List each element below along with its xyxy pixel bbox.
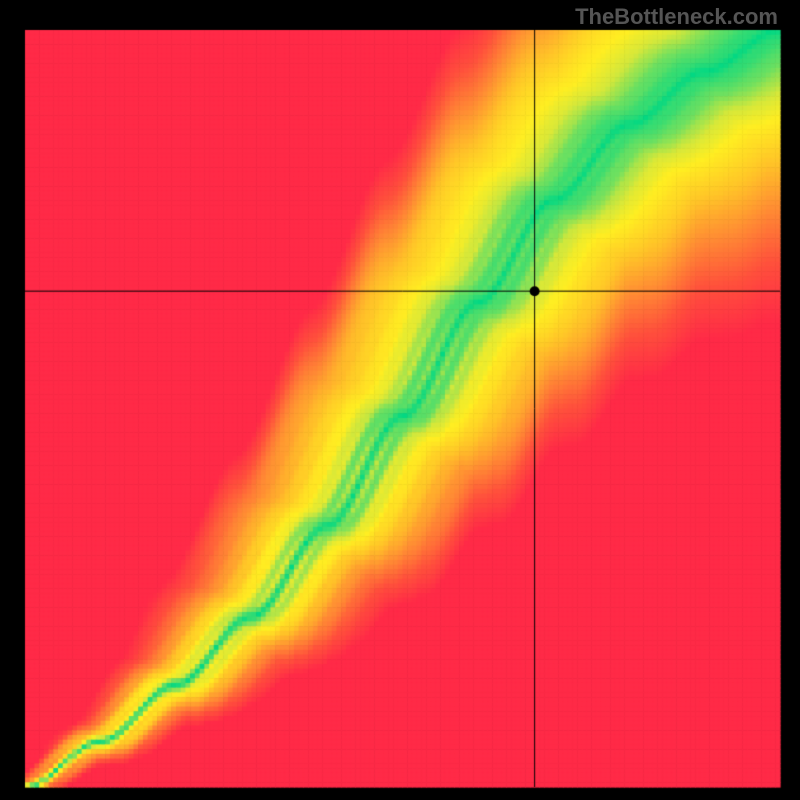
watermark-text: TheBottleneck.com: [575, 4, 778, 30]
bottleneck-heatmap: [0, 0, 800, 800]
